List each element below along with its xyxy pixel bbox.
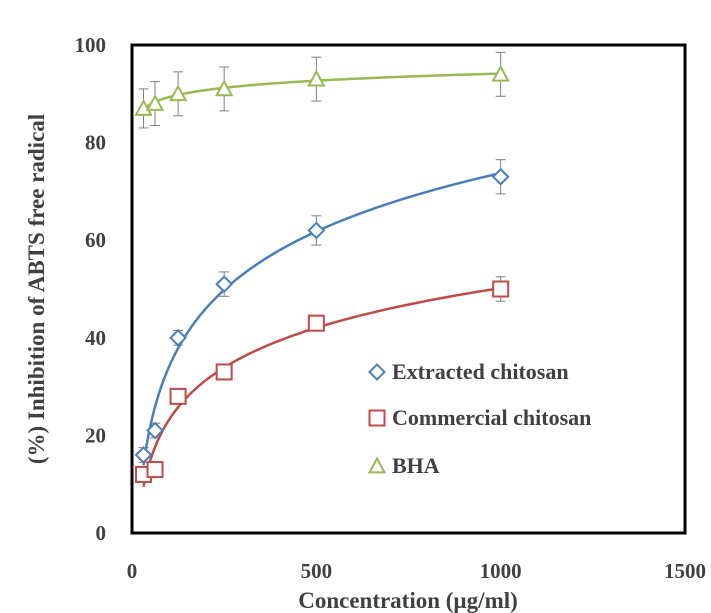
y-axis-ticks: 0 20 40 60 80 100 (75, 33, 107, 545)
legend-label: Commercial chitosan (392, 405, 591, 430)
x-axis-title: Concentration (µg/ml) (298, 588, 518, 613)
data-markers (134, 64, 510, 483)
legend-label: Extracted chitosan (392, 359, 569, 384)
legend: Extracted chitosan Commercial chitosan BHA (367, 359, 591, 478)
legend-entry-commercial-chitosan: Commercial chitosan (368, 405, 591, 430)
y-tick-label: 20 (85, 423, 106, 447)
extracted-chitosan-point (215, 275, 234, 294)
y-tick-label: 40 (85, 326, 106, 350)
bha-trendline (142, 72, 501, 111)
commercial-chitosan-point (169, 387, 187, 405)
x-tick-label: 1000 (480, 559, 522, 583)
bha-point (491, 64, 510, 82)
y-tick-label: 100 (75, 33, 107, 57)
bha-point (145, 93, 165, 111)
commercial-chitosan-point (307, 314, 325, 332)
x-tick-label: 0 (127, 559, 138, 583)
extracted-chitosan-point (307, 221, 326, 240)
legend-label: BHA (392, 453, 440, 478)
bha-point (134, 98, 153, 116)
legend-entry-extracted-chitosan: Extracted chitosan (368, 359, 569, 384)
y-tick-label: 80 (85, 131, 106, 155)
x-axis-ticks: 0 500 1000 1500 (127, 559, 706, 583)
extracted-chitosan-point (134, 446, 153, 464)
extracted-chitosan-trendline (142, 171, 501, 466)
bha-point (168, 84, 188, 102)
y-axis-title: (%) Inhibition of ABTS free radical (24, 114, 49, 464)
commercial-chitosan-point (146, 461, 164, 479)
legend-triangle-icon (367, 456, 387, 474)
extracted-chitosan-point (169, 328, 187, 347)
extracted-chitosan-point (146, 421, 164, 440)
commercial-chitosan-point (492, 280, 510, 298)
commercial-chitosan-point (215, 363, 233, 381)
legend-square-icon (368, 409, 386, 427)
bha-point (214, 79, 234, 97)
extracted-chitosan-point (491, 167, 510, 186)
legend-diamond-icon (368, 363, 386, 381)
bha-point (307, 69, 326, 87)
y-tick-label: 0 (96, 521, 107, 545)
x-tick-label: 1500 (664, 559, 706, 583)
plot-area-frame (130, 43, 687, 535)
legend-entry-bha: BHA (367, 453, 440, 478)
commercial-chitosan-trendline (142, 286, 501, 488)
y-tick-label: 60 (85, 228, 106, 252)
x-tick-label: 500 (301, 559, 333, 583)
